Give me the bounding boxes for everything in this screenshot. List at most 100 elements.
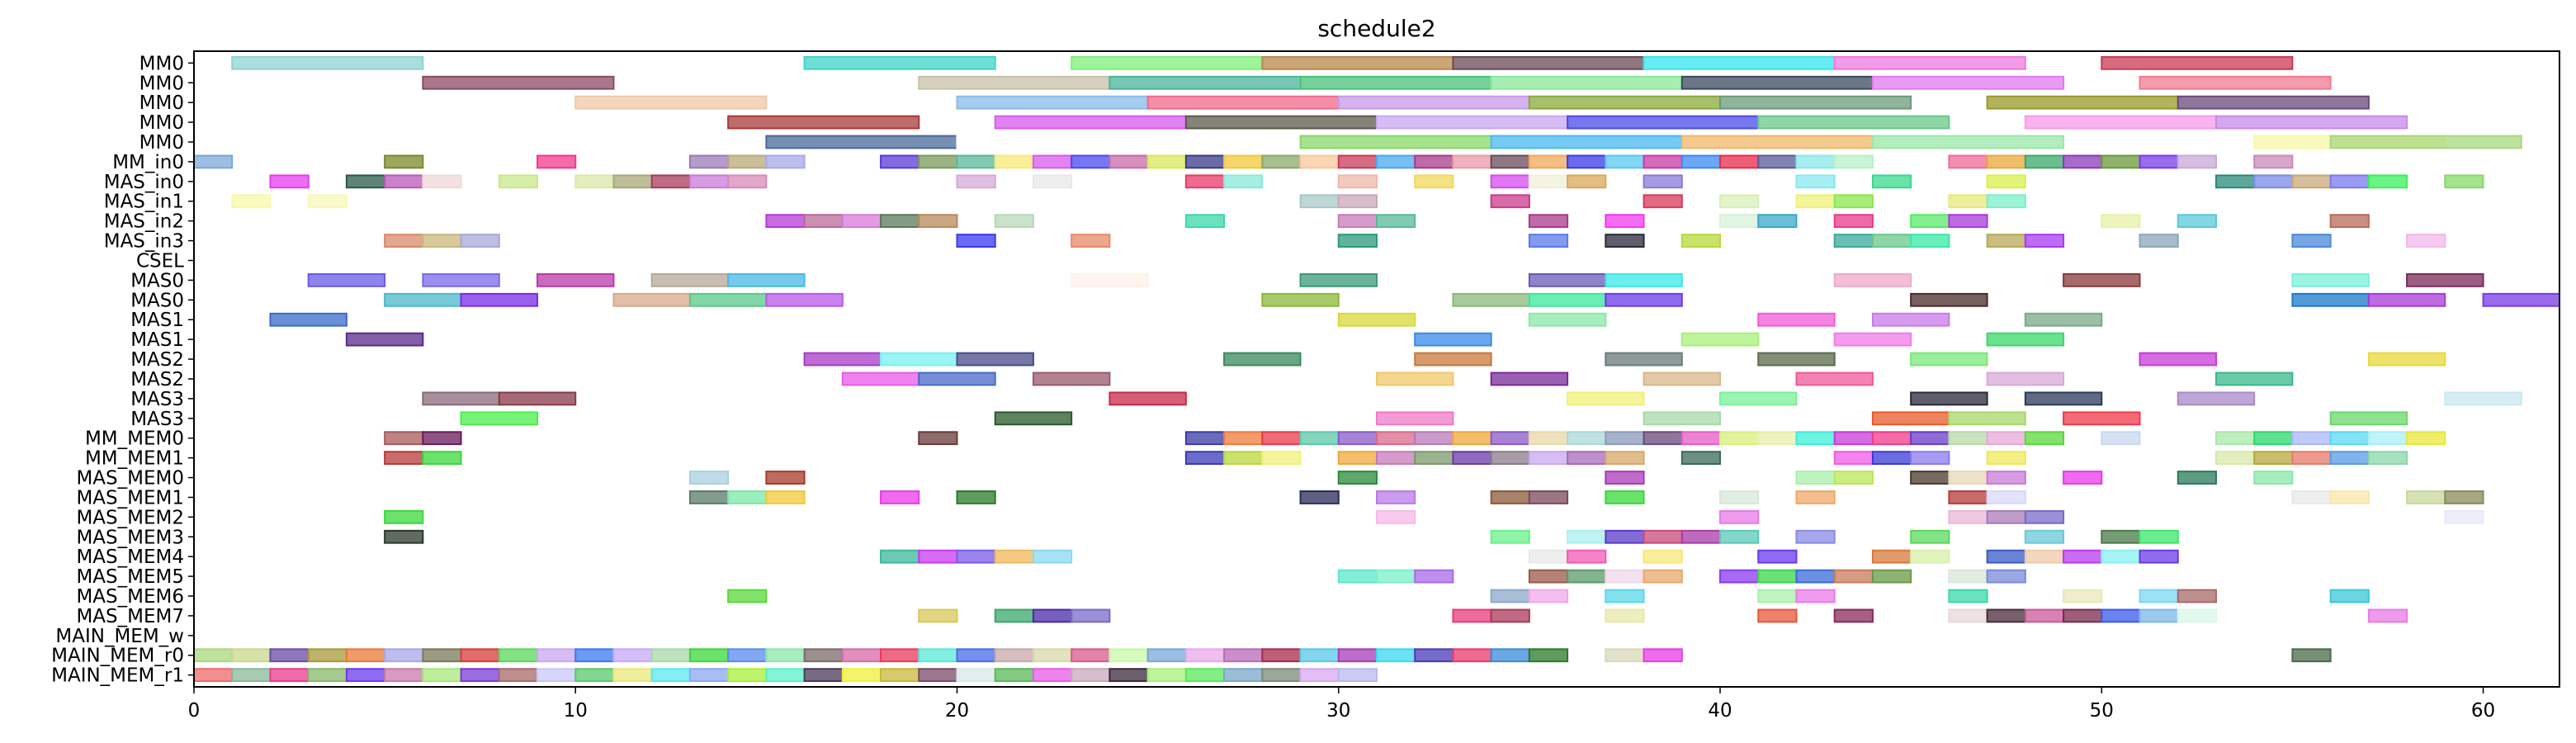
task-bar [2139, 352, 2217, 367]
task-bar [384, 668, 424, 683]
task-bar [1071, 234, 1111, 248]
task-bar [1605, 529, 1645, 544]
task-bar [1337, 174, 1378, 189]
task-bar [1795, 569, 1836, 584]
task-bar [612, 292, 691, 307]
task-bar [231, 55, 424, 70]
y-tick-label: MAS_in3 [104, 231, 184, 253]
task-bar [727, 589, 768, 603]
task-bar [1376, 509, 1416, 524]
task-bar [956, 95, 1149, 110]
task-bar [1490, 608, 1530, 623]
task-bar [2291, 272, 2370, 287]
task-bar [460, 292, 539, 307]
task-bar [1605, 451, 1645, 466]
task-bar [2101, 214, 2141, 229]
task-bar [803, 352, 882, 367]
task-bar [765, 154, 806, 169]
task-bar [956, 648, 996, 663]
task-bar [1528, 431, 1569, 446]
task-bar [1337, 214, 1378, 229]
task-bar [1719, 214, 1760, 229]
task-bar [269, 648, 310, 663]
task-bar [1261, 292, 1340, 307]
task-bar [384, 509, 424, 524]
task-bar [1528, 549, 1569, 564]
task-bar [1948, 411, 2026, 426]
task-bar [2139, 608, 2179, 623]
task-bar [1833, 272, 1912, 287]
task-bar [574, 174, 615, 189]
task-bar [1490, 648, 1530, 663]
task-bar [1833, 214, 1874, 229]
task-bar [307, 648, 347, 663]
task-bar [1528, 272, 1607, 287]
task-bar [2177, 391, 2256, 406]
y-tick-label: MAS1 [130, 310, 184, 331]
task-bar [1490, 431, 1530, 446]
task-bar [193, 648, 234, 663]
task-bar [2329, 135, 2522, 149]
task-bar [1757, 214, 1798, 229]
task-bar [345, 668, 386, 683]
task-bar [1299, 272, 1378, 287]
task-bar [1833, 451, 1874, 466]
task-bar [803, 648, 844, 663]
task-bar [1680, 451, 1722, 466]
task-bar [803, 214, 844, 229]
task-bar [918, 372, 996, 386]
task-bar [1605, 648, 1645, 663]
task-bar [422, 668, 462, 683]
task-bar [1910, 352, 1988, 367]
task-bar [2406, 490, 2446, 504]
task-bar [1871, 411, 1950, 426]
task-bar [1528, 95, 1722, 110]
task-bar [384, 154, 424, 169]
task-bar [1071, 55, 1264, 70]
task-bar [269, 668, 310, 683]
task-bar [1605, 490, 1645, 504]
task-bar [345, 648, 386, 663]
task-bar [2024, 154, 2065, 169]
task-bar [956, 135, 1149, 149]
task-bar [1567, 174, 1607, 189]
task-bar [1146, 154, 1187, 169]
task-bar [1184, 668, 1226, 683]
task-bar [1948, 608, 1988, 623]
task-bar [1299, 431, 1340, 446]
task-bar [612, 174, 653, 189]
task-bar [2444, 509, 2484, 524]
y-tick-label: MAS0 [130, 290, 184, 311]
task-bar [2329, 214, 2370, 229]
task-bar [422, 648, 462, 663]
task-bar [650, 174, 691, 189]
task-bar [1414, 451, 1454, 466]
task-bar [1948, 154, 1988, 169]
task-bar [498, 391, 577, 406]
task-bar [956, 668, 996, 683]
task-bar [2253, 174, 2294, 189]
task-bar [1490, 174, 1530, 189]
y-tick-label: MAS_MEM3 [76, 527, 184, 548]
task-bar [1184, 431, 1226, 446]
task-bar [1146, 668, 1187, 683]
plot-frame [193, 50, 2560, 688]
task-bar [688, 174, 730, 189]
task-bar [422, 272, 500, 287]
task-bar [1032, 372, 1111, 386]
task-bar [1567, 569, 1607, 584]
task-bar [1757, 569, 1798, 584]
task-bar [1032, 608, 1073, 623]
task-bar [2367, 352, 2446, 367]
task-bar [1642, 431, 1683, 446]
task-bar [688, 668, 730, 683]
task-bar [1719, 194, 1760, 209]
task-bar [1719, 569, 1760, 584]
task-bar [1376, 648, 1416, 663]
task-bar [1337, 234, 1378, 248]
task-bar [1337, 312, 1416, 327]
task-bar [1795, 194, 1836, 209]
task-bar [1184, 115, 1378, 130]
task-bar [2329, 451, 2370, 466]
task-bar [1795, 529, 1836, 544]
